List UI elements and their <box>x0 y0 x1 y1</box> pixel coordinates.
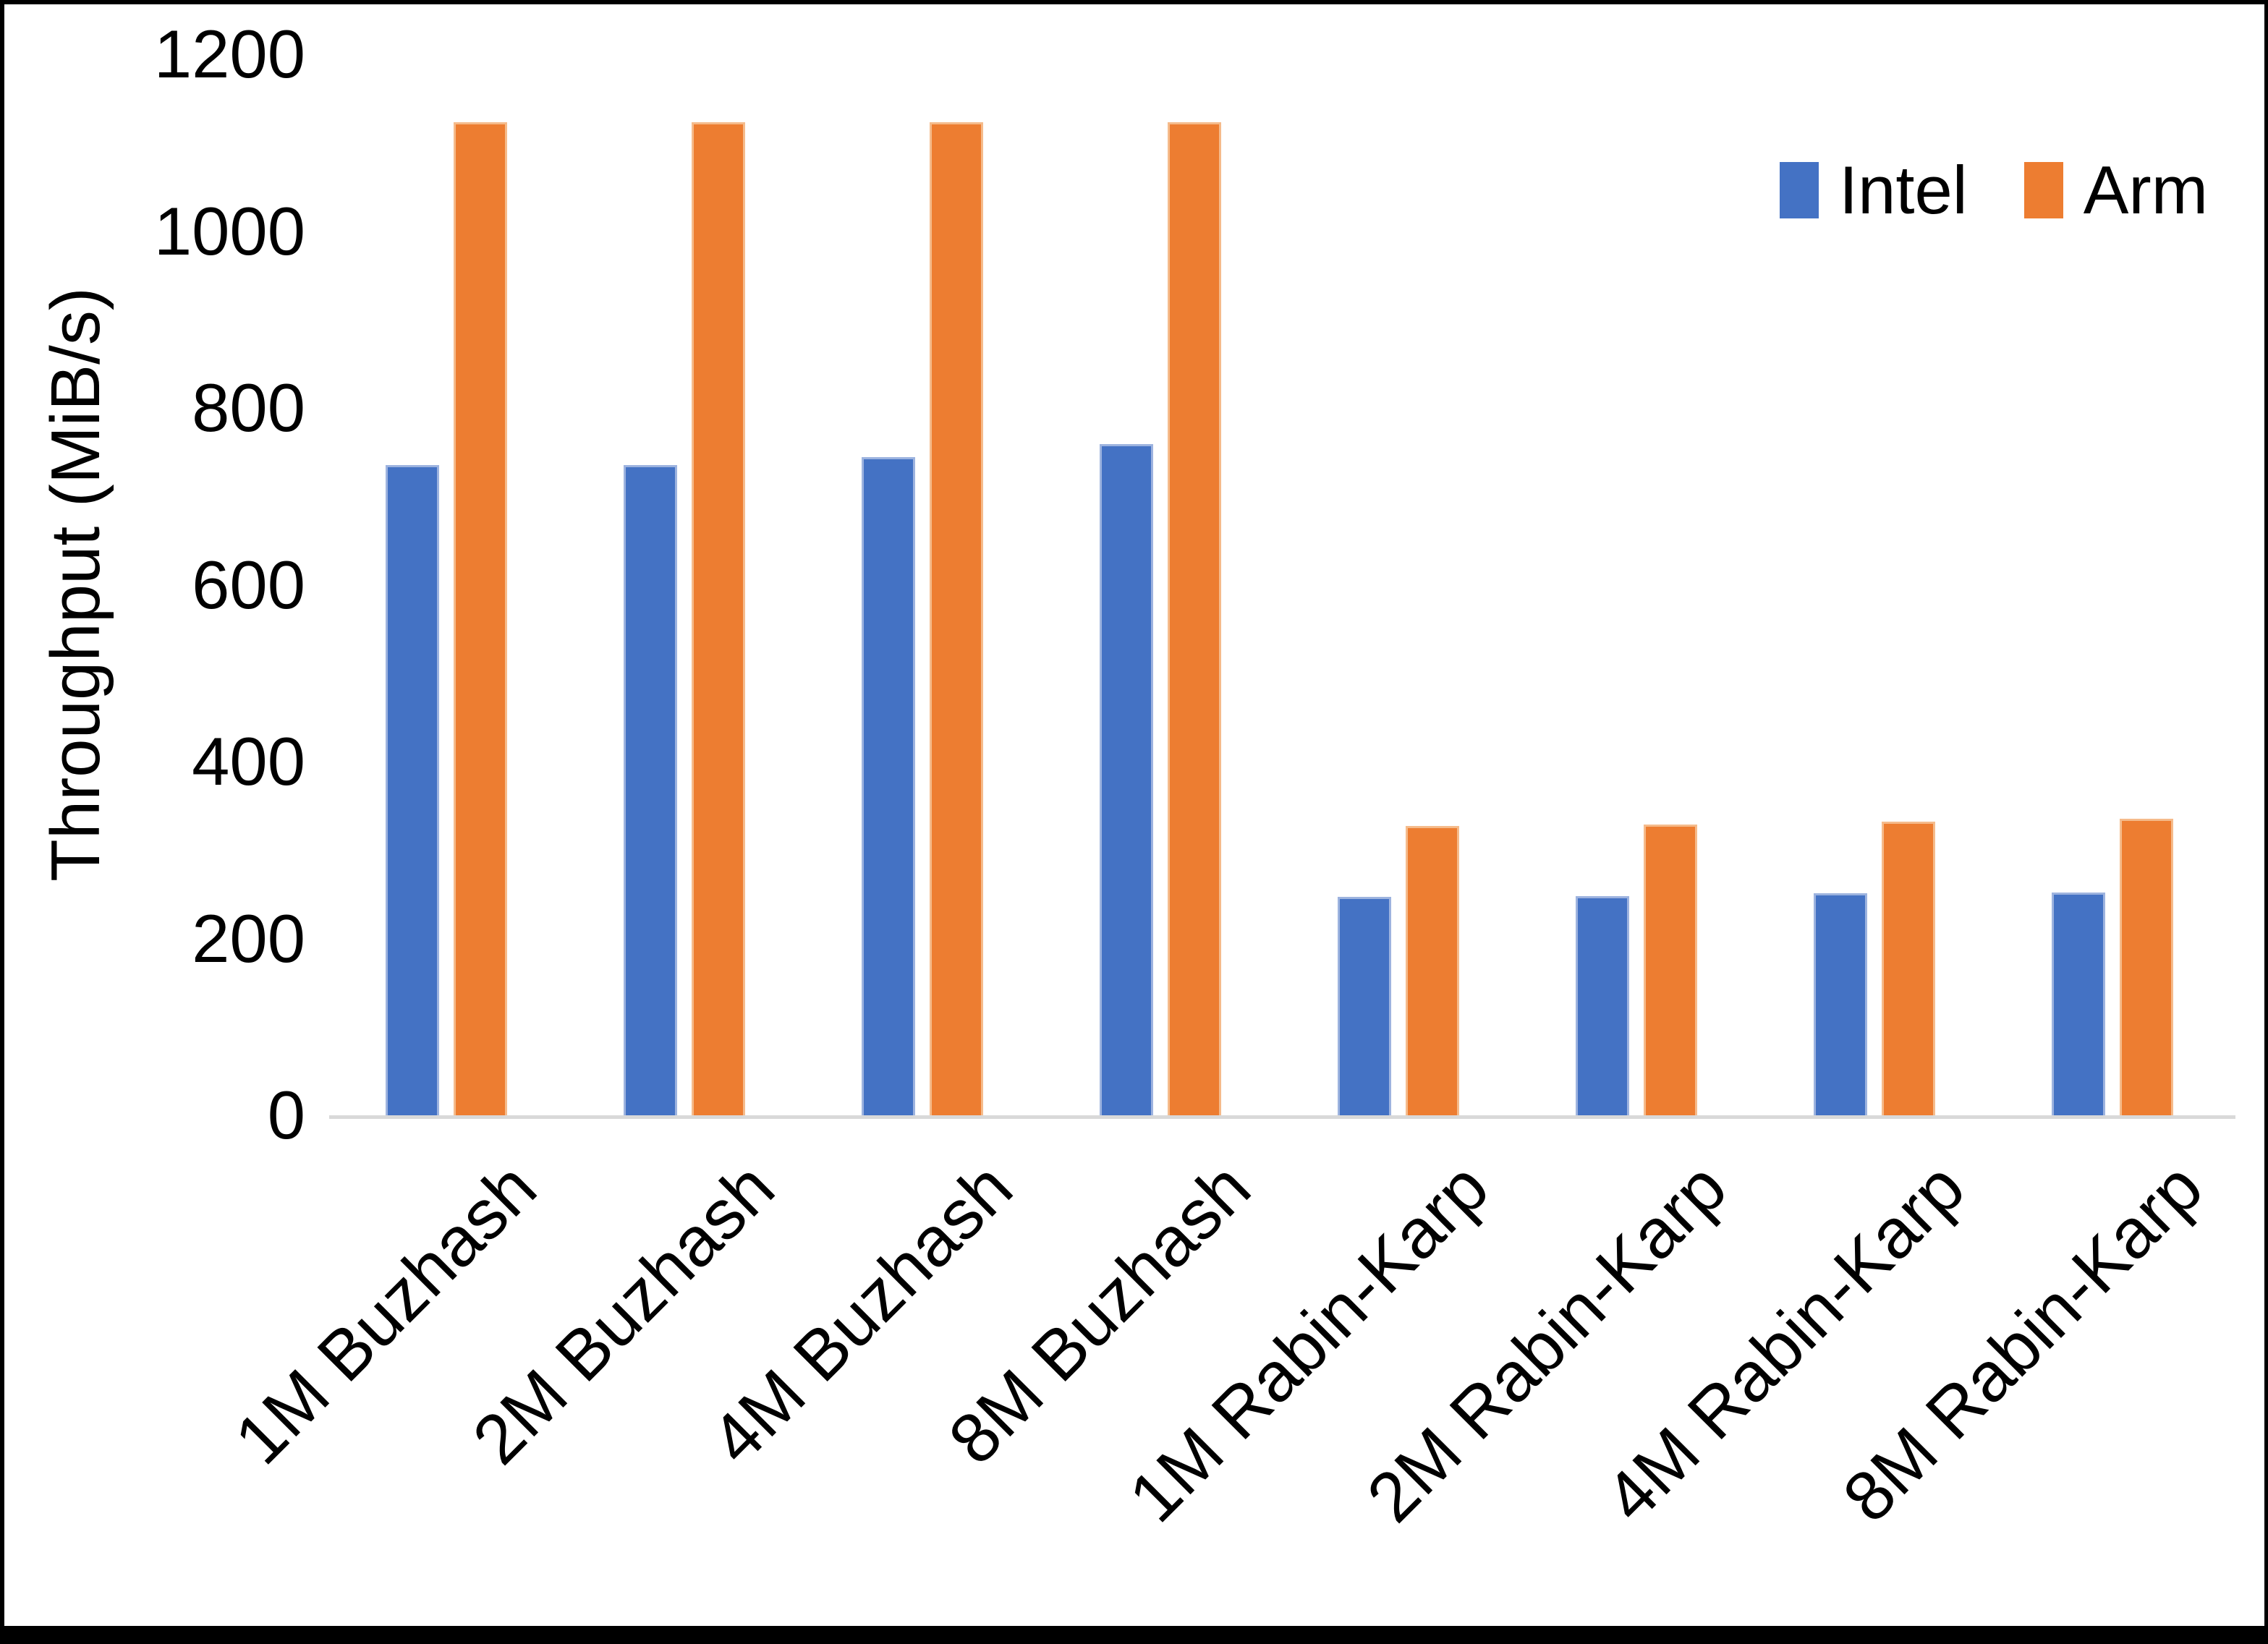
y-tick-label-400: 400 <box>192 723 305 799</box>
bar-arm-8 <box>2119 819 2173 1115</box>
legend-label-arm: Arm <box>2083 152 2208 228</box>
page-border-left <box>0 0 4 1644</box>
bar-arm-1 <box>453 122 507 1115</box>
bar-intel-7 <box>1813 893 1867 1115</box>
bar-intel-6 <box>1575 895 1629 1115</box>
bar-arm-6 <box>1643 824 1697 1115</box>
y-tick-label-1000: 1000 <box>153 192 305 269</box>
bar-arm-3 <box>929 122 983 1115</box>
legend-swatch-intel <box>1780 162 1819 218</box>
page-border-top <box>0 0 2268 4</box>
bar-intel-8 <box>2051 892 2105 1115</box>
bar-arm-4 <box>1167 122 1221 1115</box>
legend: Intel Arm <box>1780 156 2208 225</box>
bar-intel-3 <box>861 457 915 1115</box>
y-tick-label-1200: 1200 <box>153 16 305 92</box>
y-tick-label-600: 600 <box>192 546 305 623</box>
y-tick-label-800: 800 <box>192 370 305 446</box>
bar-arm-5 <box>1405 826 1459 1115</box>
y-tick-label-200: 200 <box>192 900 305 976</box>
bar-intel-4 <box>1099 444 1153 1115</box>
bar-intel-1 <box>385 465 439 1115</box>
y-tick-label-0: 0 <box>267 1077 305 1153</box>
legend-swatch-arm <box>2023 162 2063 218</box>
legend-label-intel: Intel <box>1839 152 1968 228</box>
bar-intel-2 <box>623 465 677 1115</box>
x-axis-line <box>329 1115 2235 1119</box>
bar-arm-2 <box>691 122 745 1115</box>
bar-intel-5 <box>1337 897 1391 1115</box>
page-border-right <box>2264 0 2268 1644</box>
y-axis-tick-labels: 0 200 400 600 800 1000 1200 <box>0 0 305 1644</box>
page-border-bottom <box>0 1626 2268 1644</box>
bar-arm-7 <box>1881 822 1935 1115</box>
